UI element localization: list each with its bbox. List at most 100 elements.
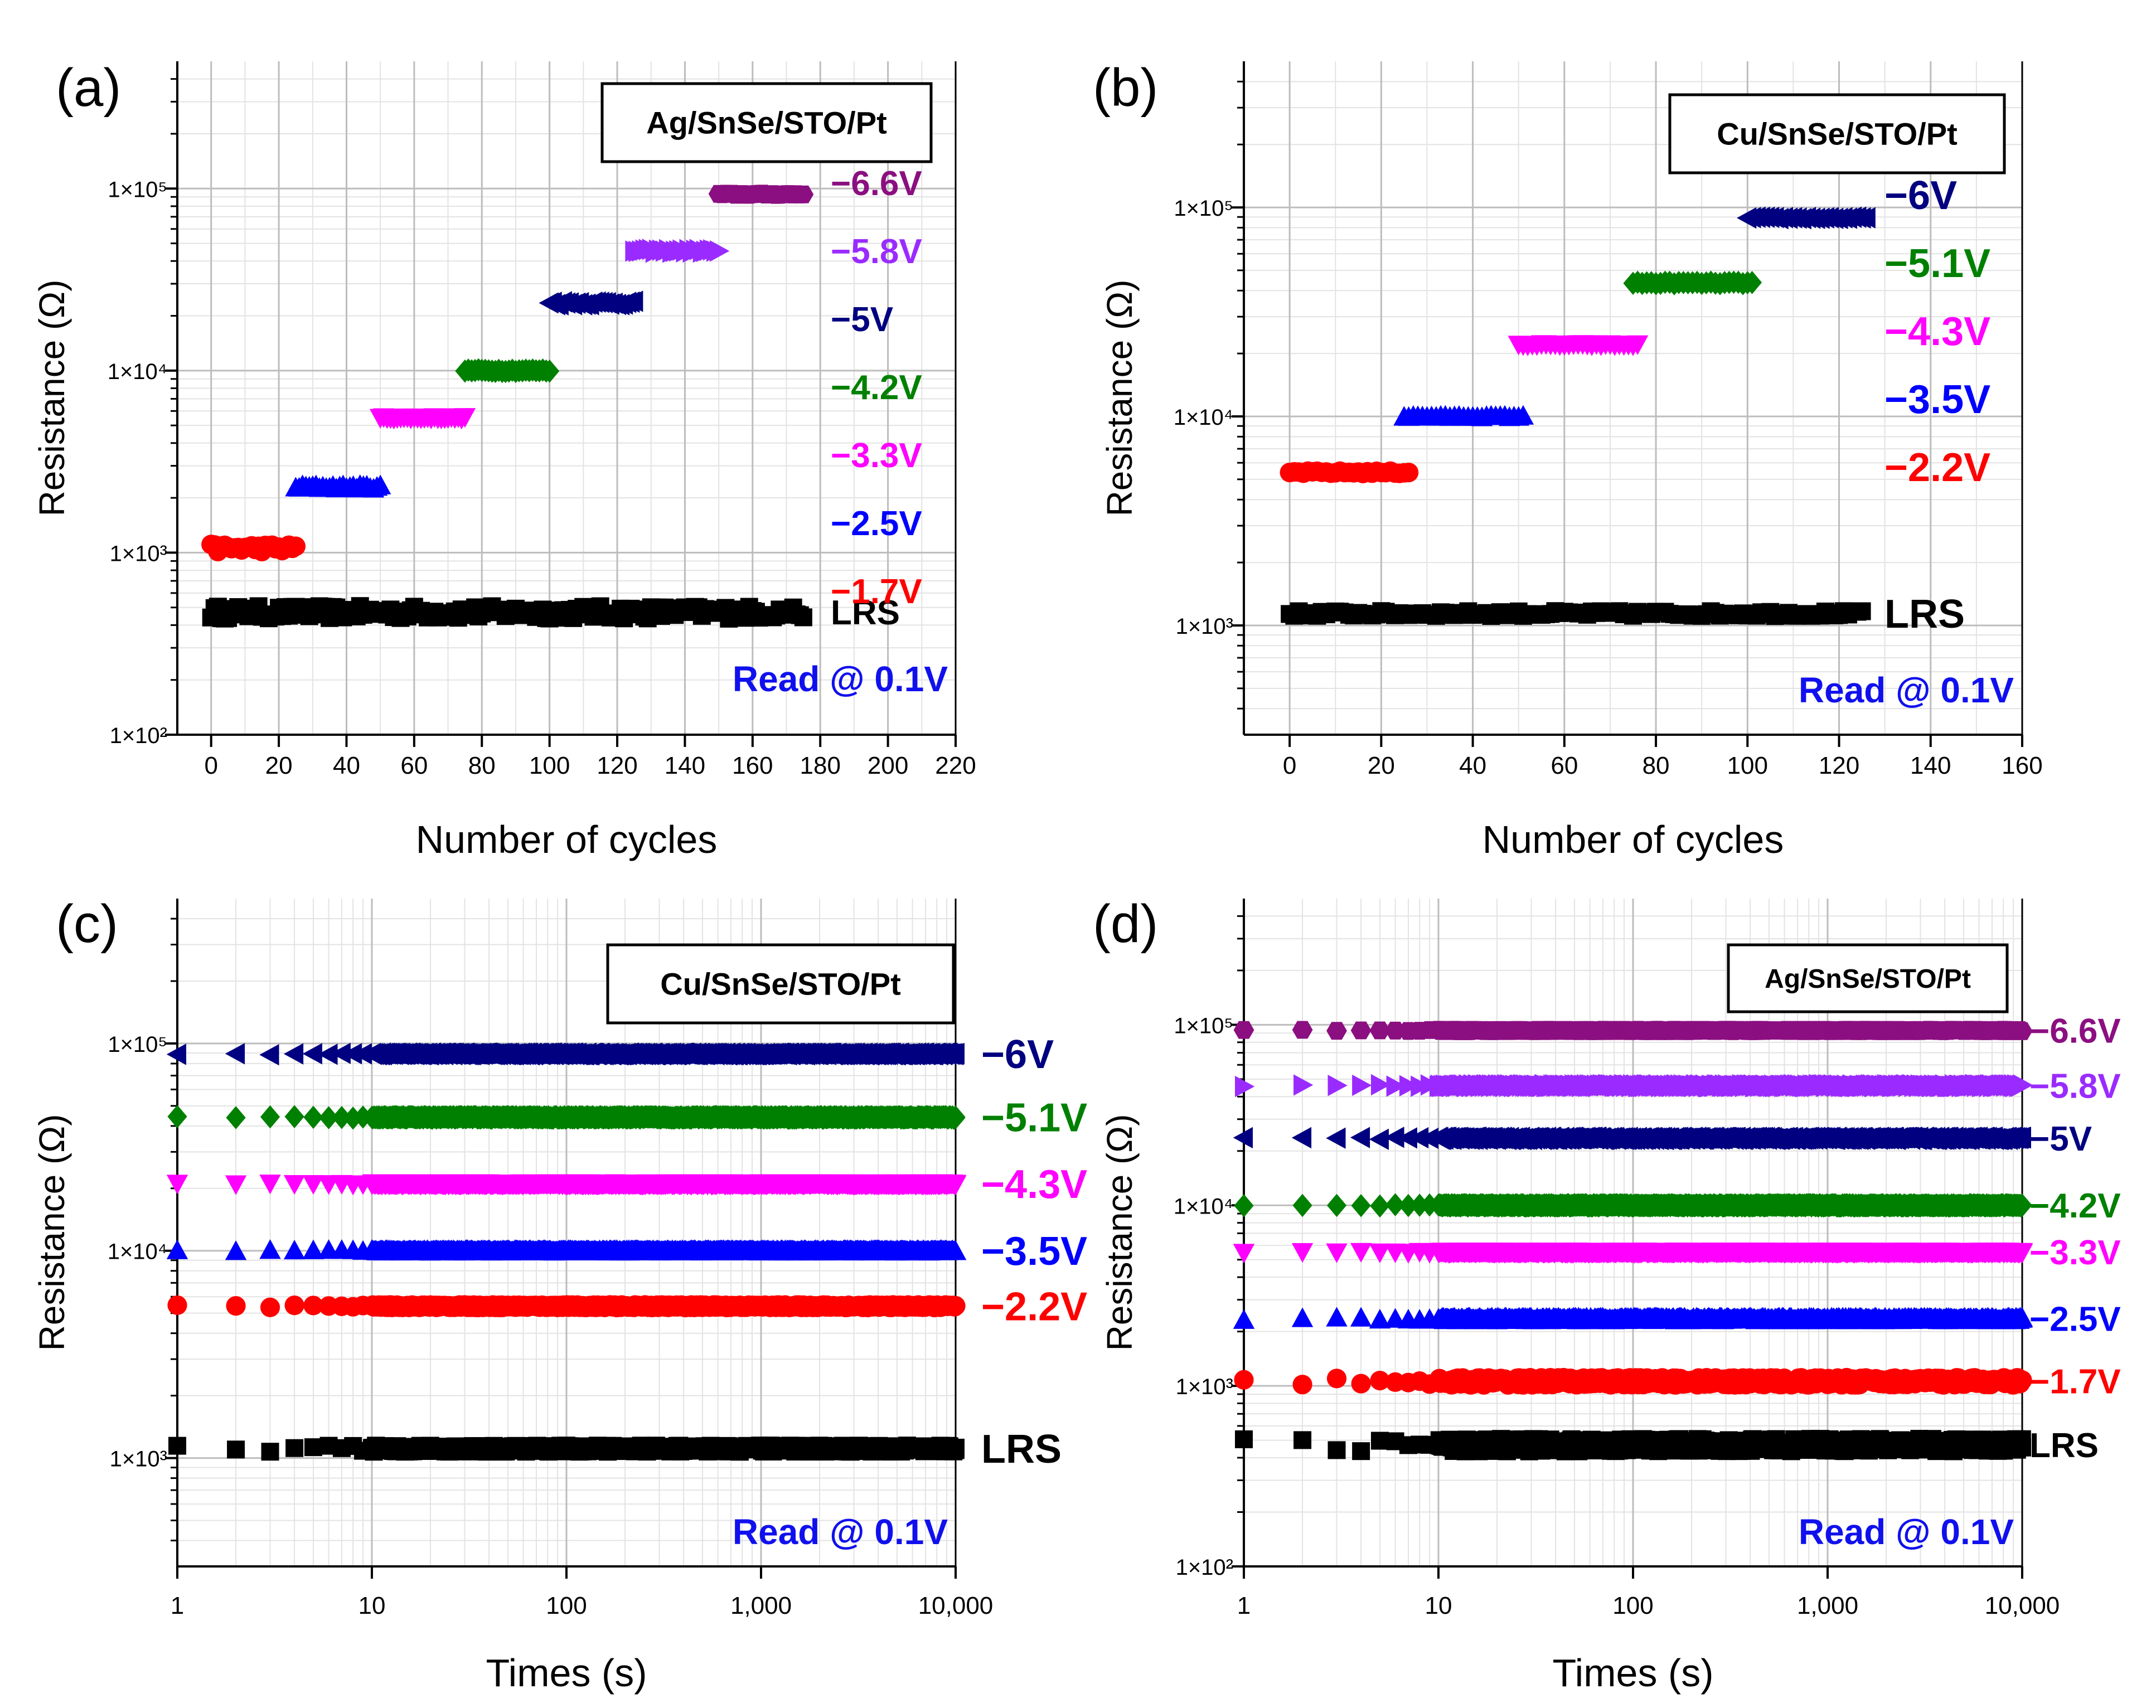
data-point [369, 474, 391, 494]
data-point [225, 1175, 247, 1195]
data-point [1399, 462, 1419, 483]
panel-label: (d) [1093, 894, 1158, 954]
x-tick-label: 80 [468, 752, 496, 779]
read-condition-label: Read @ 0.1V [733, 1512, 948, 1552]
device-legend-box [606, 943, 955, 1025]
x-tick-label: 120 [1819, 752, 1859, 779]
y-axis-label: Resistance (Ω) [1099, 280, 1140, 517]
y-tick-label: 1×10² [110, 724, 167, 748]
device-legend-box [600, 82, 933, 163]
data-point [1742, 270, 1762, 294]
x-axis-label: Times (s) [486, 1651, 647, 1695]
series-2.2v [1280, 461, 1419, 483]
series-3.5v [166, 1239, 967, 1261]
series-lrs [1235, 1430, 2031, 1460]
series-label-2.2v: −2.2V [1884, 445, 1990, 490]
x-tick-label: 100 [546, 1592, 587, 1619]
x-tick-label: 220 [935, 752, 976, 779]
data-point [285, 536, 306, 556]
y-tick-label: 1×10⁵ [108, 177, 167, 202]
series-4.3v [1508, 335, 1649, 357]
x-tick-label: 0 [1283, 752, 1296, 779]
series-3.3v [369, 408, 476, 430]
data-point [259, 1044, 279, 1066]
x-tick-label: 10 [358, 1592, 386, 1619]
y-axis-label: Resistance (Ω) [1099, 1114, 1140, 1351]
x-tick-label: 10 [1425, 1592, 1452, 1619]
panel-label: (b) [1093, 58, 1158, 118]
series-6v [166, 1042, 965, 1066]
y-axis-label: Resistance (Ω) [32, 1114, 72, 1351]
series-lrs [202, 597, 812, 628]
y-tick-label: 1×10³ [110, 1447, 167, 1472]
x-tick-label: 0 [204, 752, 217, 779]
series-3.5v [1393, 405, 1534, 426]
series-label-6v: −6V [981, 1032, 1054, 1077]
x-tick-label: 80 [1643, 752, 1670, 779]
data-point [710, 240, 730, 262]
series-label-5v: −5V [831, 300, 893, 339]
x-tick-label: 160 [732, 752, 773, 779]
series-label-2.5v: −2.5V [831, 504, 922, 543]
x-tick-label: 160 [2002, 752, 2042, 779]
series-6.6v [708, 185, 814, 204]
data-point [168, 1437, 186, 1455]
y-tick-label: 1×10³ [110, 541, 167, 566]
data-point [623, 290, 643, 312]
x-tick-label: 180 [800, 752, 841, 779]
y-tick-label: 1×10³ [1176, 1375, 1233, 1399]
x-tick-label: 200 [868, 752, 908, 779]
device-legend-box [1668, 93, 2006, 174]
data-point [260, 1105, 280, 1129]
panel-d: 1 10 100 1,000 10,0001×10²1×10³1×10⁴1×10⁵Tim… [1093, 894, 2121, 1695]
data-point [1627, 335, 1649, 355]
data-point [259, 1239, 281, 1259]
x-tick-label: 100 [1727, 752, 1768, 779]
data-point [225, 1043, 245, 1065]
data-point [540, 359, 560, 383]
x-tick-label: 140 [1910, 752, 1951, 779]
y-tick-label: 1×10⁴ [108, 1240, 167, 1264]
series-label-3.5v: −3.5V [981, 1229, 1087, 1274]
x-tick-label: 1 [171, 1592, 184, 1619]
data-point [284, 1105, 304, 1128]
series-4.2v [455, 358, 560, 384]
series-2.2v [167, 1295, 966, 1318]
y-tick-label: 1×10⁴ [108, 360, 167, 384]
data-point [259, 1175, 281, 1195]
x-tick-label: 1,000 [730, 1592, 792, 1619]
x-tick-label: 1 [1237, 1592, 1251, 1619]
data-point [1352, 1442, 1370, 1460]
data-point [261, 1443, 279, 1461]
series-label-4.3v: −4.3V [981, 1162, 1087, 1207]
data-point [1512, 405, 1534, 425]
data-point [1327, 1441, 1346, 1459]
series-label-1.7v: −1.7V [831, 572, 922, 611]
data-point [1853, 602, 1871, 620]
series-label-6.6v: −6.6V [831, 164, 922, 203]
panel-label: (a) [56, 58, 121, 118]
y-tick-label: 1×10⁵ [1174, 196, 1233, 221]
x-tick-label: 100 [1612, 1592, 1653, 1619]
x-tick-label: 20 [1368, 752, 1395, 779]
x-tick-label: 60 [1551, 752, 1578, 779]
panel-label: (c) [56, 894, 118, 954]
series-2.5v [285, 474, 391, 498]
series-6v [1737, 206, 1876, 230]
panel-b: 0 20 40 60 80 100 120 140 1601×10³1×10⁴1×10⁵Numb… [1093, 58, 2043, 861]
series-label-3.3v: −3.3V [831, 436, 922, 475]
x-tick-label: 10,000 [1985, 1592, 2060, 1619]
series-label-4.3v: −4.3V [1884, 309, 1990, 354]
data-point [226, 1296, 246, 1316]
y-axis-label: Resistance (Ω) [32, 280, 72, 517]
x-tick-label: 120 [597, 752, 637, 779]
x-tick-label: 10,000 [918, 1592, 994, 1619]
y-tick-label: 1×10⁵ [1174, 1013, 1233, 1038]
data-point [1370, 1432, 1389, 1450]
series-5.8v [625, 239, 730, 263]
x-axis-label: Number of cycles [416, 818, 718, 861]
data-point [166, 1239, 188, 1259]
data-point [285, 1439, 304, 1457]
